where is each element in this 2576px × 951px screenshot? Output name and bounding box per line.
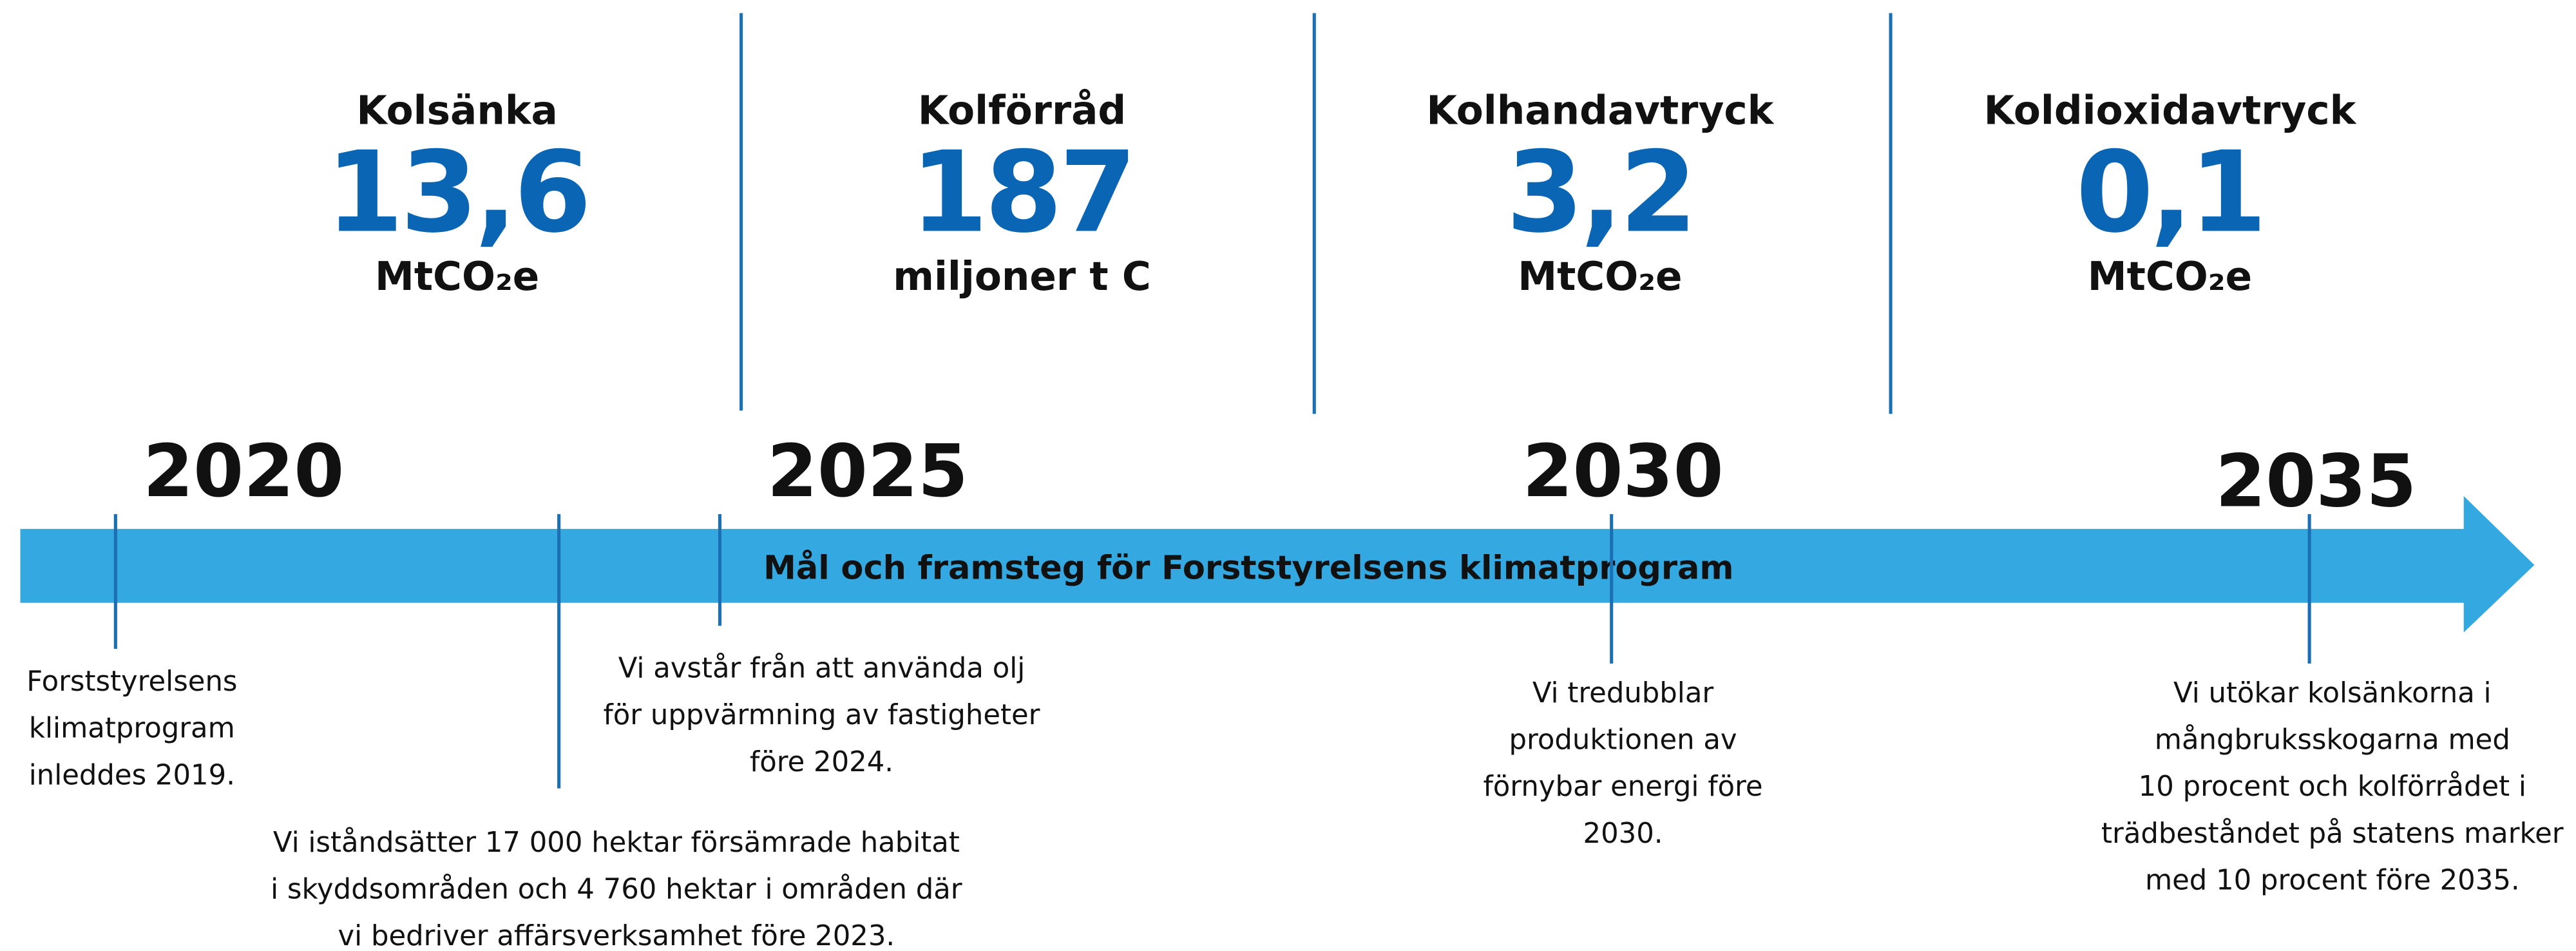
metric-label: Kolförråd [918,88,1126,133]
milestone-text: inleddes 2019. [29,759,235,791]
milestone-text: produktionen av [1509,724,1737,756]
milestone-text: vi bedriver affärsverksamhet före 2023. [338,920,895,951]
milestone-text: klimatprogram [29,713,235,745]
year: 2030 [1522,430,1723,514]
milestone-text: Vi iståndsätter 17 000 hektar försämrade… [273,827,960,859]
metric-unit: miljoner t C [893,254,1151,300]
milestone-text: Forststyrelsens [26,666,237,698]
year: 2025 [767,430,968,514]
milestone-text: 2030. [1583,818,1663,850]
milestone-text: för uppvärmning av fastigheter [604,699,1040,731]
milestone-text: Vi tredubblar [1532,677,1714,709]
metric-value: 3,2 [1506,127,1694,257]
milestone-text: med 10 procent före 2035. [2145,864,2520,896]
milestone-text: före 2024. [750,746,893,778]
milestone-text: Vi avstår från att använda olj [618,653,1026,685]
metric-value: 0,1 [2076,127,2264,257]
year: 2020 [143,430,344,514]
metric-label: Kolhandavtryck [1426,88,1774,133]
metric-unit: MtCO₂e [375,254,539,300]
metric-unit: MtCO₂e [2088,254,2252,300]
milestone-text: 10 procent och kolförrådet i [2139,771,2526,803]
metric-value: 187 [910,127,1134,257]
milestone-text: mångbruksskogarna med [2155,724,2510,756]
metric-label: Kolsänka [356,88,558,133]
metric-value: 13,6 [326,127,588,257]
year: 2035 [2215,439,2416,523]
arrow-title: Mål och framsteg för Forststyrelsens kli… [763,550,1733,588]
metric-unit: MtCO₂e [1518,254,1682,300]
milestone-text: trädbeståndet på statens marker [2101,818,2564,850]
milestone-text: Vi utökar kolsänkorna i [2173,677,2492,709]
metric-label: Koldioxidavtryck [1984,88,2357,133]
milestone-text: förnybar energi före [1484,771,1763,803]
timeline-arrow [20,495,2535,633]
milestone-text: i skyddsområden och 4 760 hektar i områd… [271,873,962,905]
